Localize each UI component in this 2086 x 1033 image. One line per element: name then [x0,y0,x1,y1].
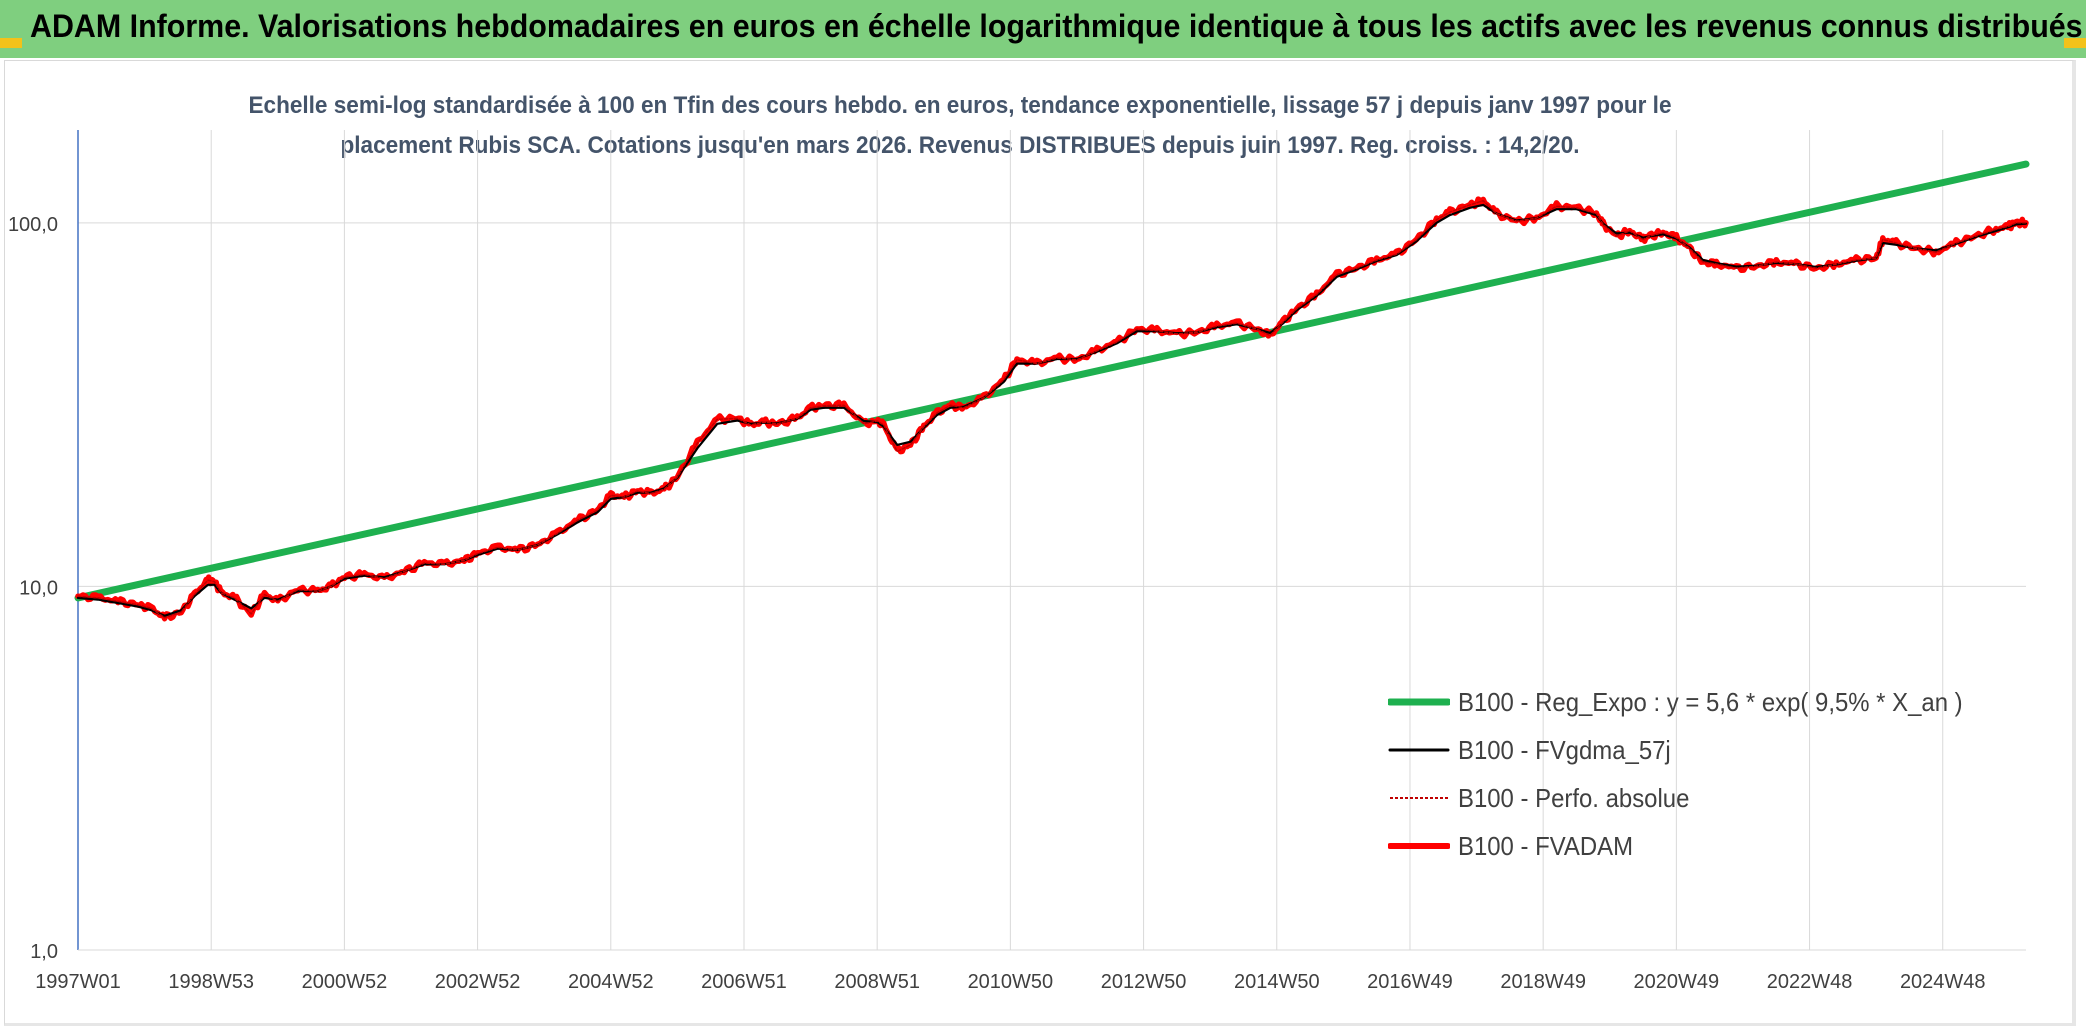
x-tick-label: 2010W50 [968,971,1054,993]
y-tick-label: 1,0 [30,941,58,963]
x-tick-label: 1998W53 [168,971,254,993]
series-line-perfo [77,199,2027,619]
x-tick-label: 2008W51 [834,971,920,993]
chart-title: Echelle semi-log standardisée à 100 en T… [227,86,1693,166]
corner-mark-left [0,38,22,48]
x-tick-label: 2016W49 [1367,971,1453,993]
x-tick-label: 2020W49 [1634,971,1720,993]
x-tick-label: 2006W51 [701,971,787,993]
chart-title-line-1: Echelle semi-log standardisée à 100 en T… [248,92,1672,119]
y-tick-label: 10,0 [19,577,58,599]
title-banner: ADAM Informe. Valorisations hebdomadaire… [0,0,2086,58]
legend-item-regression: B100 - Reg_Expo : y = 5,6 * exp( 9,5% * … [1388,678,2007,726]
series-line-fvadam [75,196,2029,622]
y-tick-label: 100,0 [8,214,58,236]
series-line-smoothed [76,203,2028,617]
legend-item-perfo: B100 - Perfo. absolue [1388,774,2007,822]
chart-frame [4,60,2076,1026]
legend-label-regression: B100 - Reg_Expo : y = 5,6 * exp( 9,5% * … [1458,686,1963,717]
legend-label-perfo: B100 - Perfo. absolue [1458,782,1690,813]
x-tick-label: 1997W01 [35,971,121,993]
chart-legend: B100 - Reg_Expo : y = 5,6 * exp( 9,5% * … [1388,678,2007,870]
legend-swatch-regression [1388,691,1450,713]
x-tick-label: 2012W50 [1101,971,1187,993]
x-tick-label: 2014W50 [1234,971,1320,993]
x-tick-label: 2002W52 [435,971,521,993]
chart-title-line-2: placement Rubis SCA. Cotations jusqu'en … [340,132,1580,159]
legend-swatch-smoothed [1388,739,1450,761]
legend-label-smoothed: B100 - FVgdma_57j [1458,734,1671,765]
legend-item-smoothed: B100 - FVgdma_57j [1388,726,2007,774]
corner-mark-right [2064,38,2086,48]
legend-item-fvadam: B100 - FVADAM [1388,822,2007,870]
legend-label-fvadam: B100 - FVADAM [1458,830,1634,861]
legend-swatch-perfo [1388,787,1450,809]
x-tick-label: 2022W48 [1767,971,1853,993]
x-tick-label: 2000W52 [302,971,388,993]
banner-title: ADAM Informe. Valorisations hebdomadaire… [30,8,2083,44]
x-tick-label: 2018W49 [1500,971,1586,993]
series-line-regression [74,160,2030,602]
legend-swatch-fvadam [1388,835,1450,857]
x-tick-label: 2004W52 [568,971,654,993]
x-tick-label: 2024W48 [1900,971,1986,993]
